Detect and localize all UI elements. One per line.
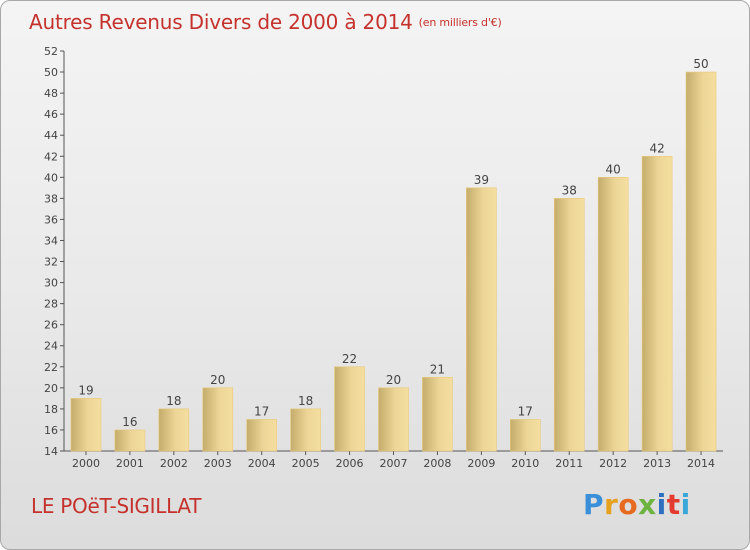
bar-2006 [335,367,365,451]
x-axis: 2000 2001 2002 2003 2004 2005 2006 2007 2008 2009… [64,451,723,470]
logo-letter: i [657,488,667,521]
x-tick-label-2014: 2014 [687,457,715,470]
logo-letter: r [604,488,618,521]
bar-2010 [510,419,540,451]
data-label-2001: 16 [122,415,137,429]
y-tick-label: 36 [44,213,58,226]
logo-letter: o [618,488,638,521]
y-tick-label: 24 [44,340,58,353]
y-tick-label: 38 [44,192,58,205]
place-name: LE POëT-SIGILLAT [31,494,201,518]
y-tick-label: 30 [44,277,58,290]
y-tick-label: 26 [44,319,58,332]
data-label-2010: 17 [518,404,533,418]
bar-2000 [71,398,101,451]
x-tick-label-2006: 2006 [336,457,364,470]
y-tick-label: 46 [44,108,58,121]
bar-2004 [247,419,277,451]
x-tick-label-2007: 2007 [380,457,408,470]
y-tick-label: 28 [44,298,58,311]
data-label-2003: 20 [210,373,225,387]
y-axis: 14 16 18 20 22 24 26 28 30 32 34 36 38 40 42 44 46 48 50 52 [44,45,64,458]
logo-letter: t [667,488,681,521]
bar-2007 [379,388,409,451]
bar-2012 [598,177,628,451]
y-tick-label: 40 [44,171,58,184]
x-tick-label-2002: 2002 [160,457,188,470]
data-label-2006: 22 [342,352,357,366]
chart-frame: Autres Revenus Divers de 2000 à 2014 (en … [0,0,750,550]
bar-2013 [642,156,672,451]
y-tick-label: 52 [44,45,58,58]
y-tick-label: 44 [44,129,58,142]
y-tick-label: 48 [44,87,58,100]
x-tick-label-2000: 2000 [72,457,100,470]
y-tick-label: 50 [44,66,58,79]
bar-2003 [203,388,233,451]
y-tick-label: 20 [44,382,58,395]
data-label-2002: 18 [166,394,181,408]
x-tick-label-2004: 2004 [248,457,276,470]
y-tick-label: 18 [44,403,58,416]
data-label-2014: 50 [693,57,708,71]
bar-2008 [422,377,452,451]
y-tick-label: 32 [44,256,58,269]
x-tick-label-2001: 2001 [116,457,144,470]
y-tick-label: 22 [44,361,58,374]
x-tick-label-2011: 2011 [555,457,583,470]
x-tick-label-2003: 2003 [204,457,232,470]
x-tick-label-2009: 2009 [467,457,495,470]
proxiti-logo[interactable]: Proxiti [583,488,691,521]
logo-letter: x [638,488,657,521]
data-label-2005: 18 [298,394,313,408]
x-tick-label-2013: 2013 [643,457,671,470]
logo-letter: i [681,488,691,521]
y-tick-label: 34 [44,234,58,247]
data-label-2000: 19 [78,383,93,397]
bar-2014 [686,72,716,451]
bar-chart: 14 16 18 20 22 24 26 28 30 32 34 36 38 40 42 44 46 48 50 52… [1,1,750,550]
x-tick-label-2010: 2010 [511,457,539,470]
data-label-2013: 42 [649,141,664,155]
data-label-2007: 20 [386,373,401,387]
x-tick-label-2012: 2012 [599,457,627,470]
y-tick-label: 14 [44,445,58,458]
bar-2011 [554,198,584,451]
bar-2002 [159,409,189,451]
data-label-2011: 38 [562,183,577,197]
bar-2009 [466,188,496,451]
y-tick-label: 16 [44,424,58,437]
x-tick-label-2008: 2008 [423,457,451,470]
bar-2001 [115,430,145,451]
y-tick-label: 42 [44,150,58,163]
data-label-2009: 39 [474,173,489,187]
logo-letter: P [583,488,604,521]
data-label-2008: 21 [430,362,445,376]
data-label-2004: 17 [254,404,269,418]
data-label-2012: 40 [606,162,621,176]
bar-2005 [291,409,321,451]
bars: 19 16 18 20 17 18 22 20 21 39 17 38 40 42 50 [71,57,716,451]
x-tick-label-2005: 2005 [292,457,320,470]
